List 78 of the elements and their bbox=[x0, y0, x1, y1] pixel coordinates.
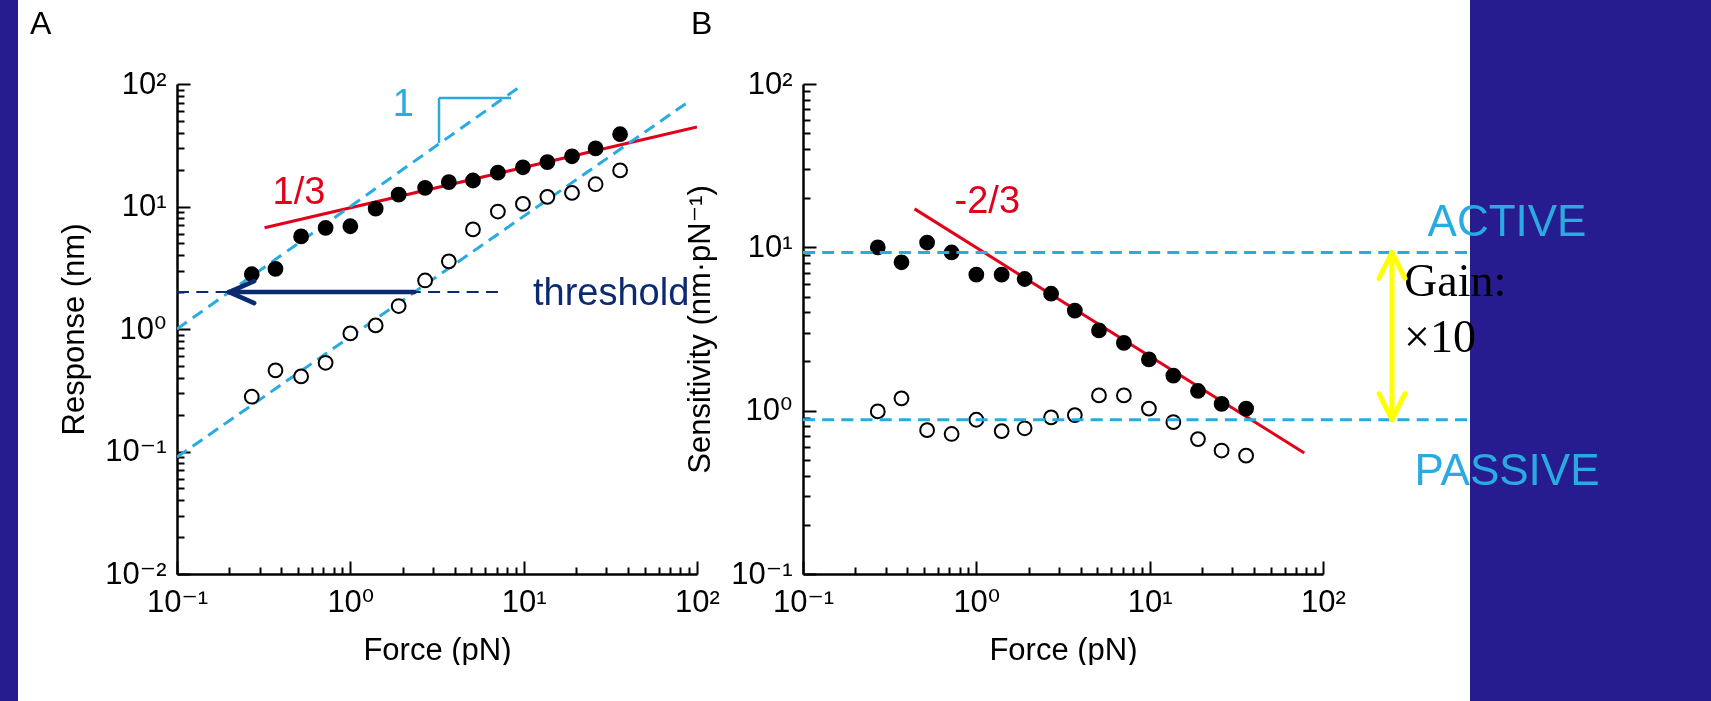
point bbox=[317, 219, 334, 236]
point bbox=[243, 266, 260, 283]
point bbox=[1043, 285, 1059, 302]
point bbox=[465, 172, 481, 189]
x-tick-label: 10² bbox=[1301, 583, 1346, 619]
point bbox=[587, 140, 604, 157]
point bbox=[893, 390, 910, 407]
point bbox=[1141, 351, 1157, 368]
point bbox=[367, 200, 384, 217]
x-tick-label: 10² bbox=[675, 583, 720, 619]
point bbox=[465, 221, 481, 238]
point bbox=[417, 272, 433, 289]
point bbox=[919, 422, 935, 439]
point bbox=[267, 362, 284, 379]
y-tick-label: 10⁻¹ bbox=[105, 433, 167, 468]
y-axis-title: Response (nm) bbox=[56, 223, 92, 436]
y-tick-label: 10¹ bbox=[747, 228, 793, 264]
point bbox=[869, 239, 886, 256]
point bbox=[1238, 400, 1254, 417]
point bbox=[1141, 400, 1157, 417]
point bbox=[489, 164, 506, 181]
y-tick-label: 10¹ bbox=[121, 188, 167, 223]
point bbox=[515, 196, 531, 212]
point bbox=[1190, 383, 1206, 399]
point bbox=[539, 154, 556, 171]
point bbox=[390, 186, 407, 203]
chart-title: A bbox=[30, 5, 52, 41]
point bbox=[919, 234, 935, 251]
point bbox=[489, 203, 506, 220]
point bbox=[612, 162, 628, 179]
legend-label: 1 bbox=[392, 82, 414, 125]
point bbox=[993, 423, 1010, 439]
point bbox=[440, 253, 457, 270]
x-tick-label: 10⁰ bbox=[953, 583, 1001, 619]
point bbox=[243, 388, 260, 405]
point bbox=[267, 260, 284, 277]
point bbox=[1115, 335, 1132, 351]
point bbox=[1091, 322, 1107, 339]
x-tick-label: 10⁰ bbox=[327, 583, 375, 619]
point bbox=[367, 317, 384, 334]
point bbox=[893, 254, 910, 271]
point bbox=[440, 174, 457, 191]
point bbox=[1016, 420, 1033, 437]
point bbox=[564, 148, 580, 165]
point bbox=[564, 185, 580, 201]
series-label: -2/3 bbox=[954, 178, 1021, 221]
point bbox=[539, 188, 556, 205]
point bbox=[1016, 271, 1033, 287]
point bbox=[869, 403, 886, 420]
chart-title: B bbox=[691, 5, 713, 41]
point bbox=[417, 179, 433, 196]
y-tick-label: 10⁰ bbox=[119, 310, 167, 346]
point bbox=[1213, 396, 1230, 412]
point bbox=[968, 266, 985, 283]
series-label: 1/3 bbox=[272, 169, 326, 212]
point bbox=[1190, 431, 1206, 447]
point bbox=[317, 354, 334, 371]
y-tick-label: 10² bbox=[121, 65, 167, 101]
point bbox=[1165, 367, 1182, 384]
point bbox=[342, 218, 359, 235]
point bbox=[587, 176, 604, 193]
point bbox=[1066, 302, 1083, 319]
point bbox=[1115, 387, 1132, 404]
point bbox=[612, 126, 628, 143]
point bbox=[943, 426, 960, 442]
point bbox=[993, 266, 1010, 283]
x-tick-label: 10¹ bbox=[1127, 583, 1173, 619]
point bbox=[1213, 442, 1230, 459]
point bbox=[293, 228, 309, 245]
point bbox=[342, 325, 359, 342]
point bbox=[1238, 447, 1254, 464]
point bbox=[515, 159, 531, 176]
y-tick-label: 10² bbox=[747, 65, 793, 101]
point bbox=[1091, 387, 1107, 404]
point bbox=[390, 298, 407, 314]
x-tick-label: 10¹ bbox=[501, 583, 547, 619]
y-tick-label: 10⁰ bbox=[745, 392, 793, 428]
point bbox=[293, 368, 309, 385]
